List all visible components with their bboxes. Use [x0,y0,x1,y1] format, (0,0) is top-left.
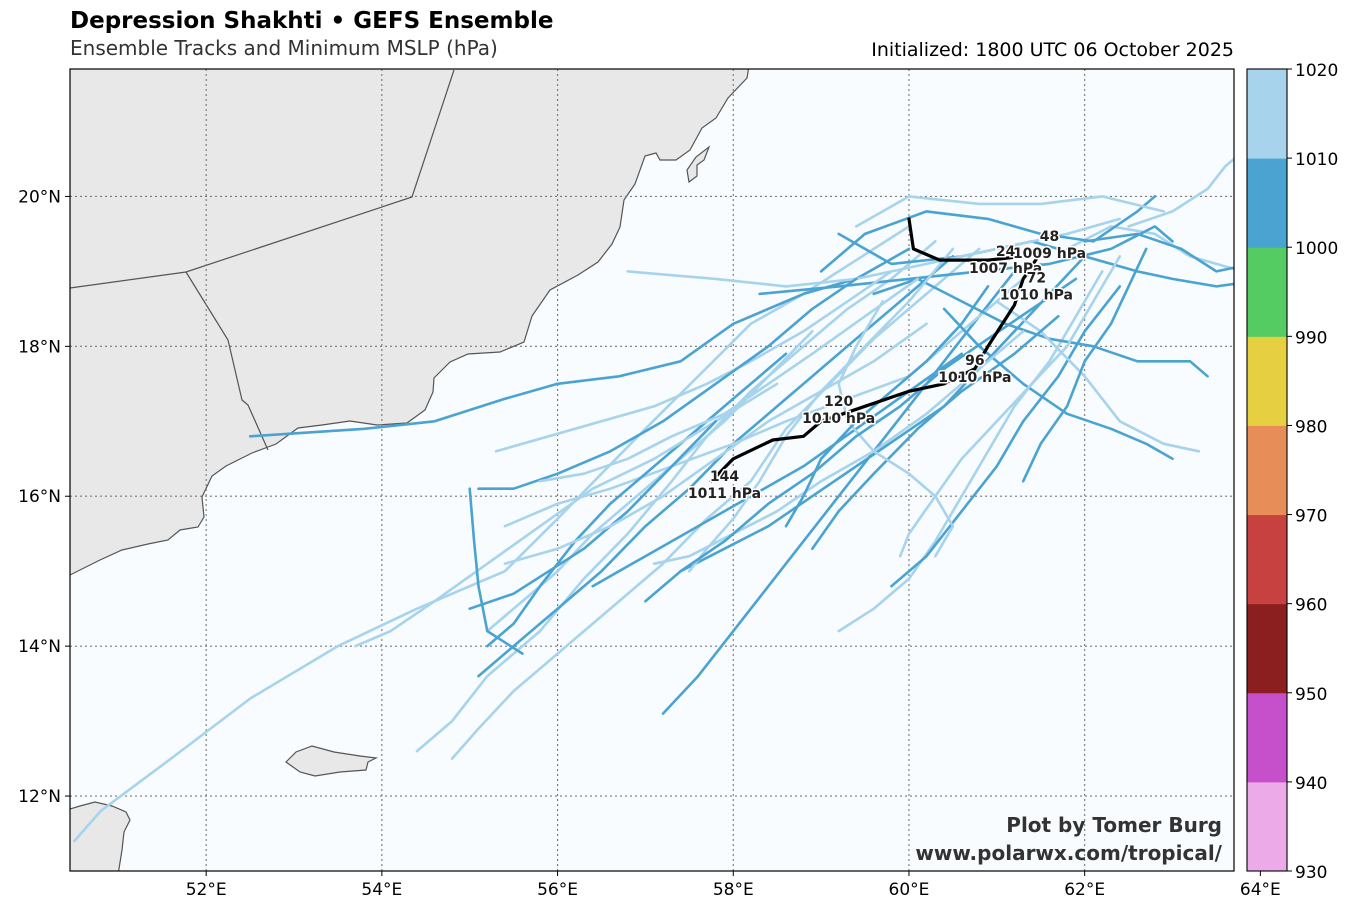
ensemble-track [854,195,1165,228]
colorbar-segment [1247,514,1287,605]
ensemble-track [485,352,788,648]
ensemble-track [477,255,955,678]
horn-of-africa [70,801,131,871]
ensemble-track [1065,225,1234,271]
ensemble-track [898,255,1122,558]
ensemble-track [679,255,1086,573]
mslp-colorbar: 930 940 950 960 970 980 990 1000 1010 1020 [1246,61,1338,883]
lat-tick-label: 16°N [18,487,61,507]
colorbar-segment [1247,425,1287,516]
ensemble-track [1083,232,1234,273]
lon-tick-label: 64°E [1240,880,1281,900]
forecast-mslp-label: 1011 hPa [688,486,761,502]
lat-tick-label: 14°N [18,637,61,657]
lon-tick-label: 52°E [186,880,227,900]
colorbar-segment [1247,781,1287,872]
ensemble-track [477,277,858,491]
arabian-peninsula [70,69,750,576]
colorbar-frame [1246,68,1288,872]
lat-tick-label: 12°N [18,787,61,807]
initialized-time: Initialized: 1800 UTC 06 October 2025 [871,39,1234,61]
chart-subtitle: Ensemble Tracks and Minimum MSLP (hPa) [70,36,498,60]
colorbar-label: 960 [1295,596,1327,616]
ensemble-track [73,225,911,843]
colorbar-label: 980 [1295,417,1327,437]
mean-track-line [709,217,1043,483]
colorbar-label: 970 [1295,507,1327,527]
ensemble-track [784,285,990,528]
colorbar-label: 930 [1295,863,1327,883]
lon-tick-label: 58°E [713,880,754,900]
colorbar-label: 990 [1295,328,1327,348]
socotra-island [285,745,379,777]
colorbar-segment [1247,69,1287,159]
forecast-mslp-label: 1010 hPa [1000,287,1073,303]
axis-ticks: 52°E 54°E 56°E 58°E 60°E 62°E 64°E 12°N 14°N 16°N… [18,187,1281,900]
ensemble-track [890,285,1122,588]
peninsula-boundary [70,69,455,451]
lon-tick-label: 56°E [537,880,578,900]
ensemble-track [503,262,1042,528]
chart-title: Depression Shakhti • GEFS Ensemble [70,8,554,34]
ensemble-track [837,270,1104,633]
colorbar-segment [1247,692,1287,783]
credit-author: Plot by Tomer Burg [1006,813,1222,837]
forecast-hour-label: 96 [965,353,984,369]
forecast-mslp-label: 1010 hPa [938,370,1011,386]
land-layer [70,69,750,871]
forecast-mslp-label: 1009 hPa [1013,246,1086,262]
colorbar-segment [1247,336,1287,426]
colorbar-label: 940 [1295,774,1327,794]
forecast-hour-label: 72 [1027,270,1046,286]
ensemble-track [538,277,920,483]
ensemble-track [819,195,1157,273]
forecast-mslp-label: 1010 hPa [802,411,875,427]
colorbar-label: 950 [1295,685,1327,705]
colorbar-segment [1247,158,1287,248]
lon-tick-label: 60°E [889,880,930,900]
ensemble-track [837,300,955,558]
ensemble-track [468,419,718,611]
forecast-hour-label: 120 [824,394,853,410]
colorbar-segment [1247,603,1287,694]
forecast-hour-label: 48 [1040,229,1059,245]
lat-tick-label: 20°N [18,187,61,207]
mean-track [709,217,1043,483]
lon-tick-label: 54°E [361,880,402,900]
ensemble-track [494,270,893,453]
map-frame [69,68,1235,872]
credit-url: www.polarwx.com/tropical/ [915,841,1222,865]
lat-tick-label: 18°N [18,337,61,357]
ensemble-track [415,240,937,753]
forecast-hour-label: 144 [710,469,739,485]
ensemble-track [1021,247,1148,483]
ensemble-track [591,352,964,588]
ensemble-tracks [73,157,1234,843]
ensemble-track [687,247,955,573]
ensemble-track [644,277,1078,603]
ensemble-track [652,329,1025,566]
masirah-island [686,145,711,184]
colorbar-label: 1020 [1295,61,1338,81]
lon-tick-label: 62°E [1064,880,1105,900]
ensemble-track [468,487,524,655]
ensemble-track [661,270,1016,715]
ensemble-track [354,382,779,648]
ensemble-track [995,300,1201,453]
gridlines [70,69,1261,871]
colorbar-label: 1010 [1295,150,1338,170]
forecast-mslp-label: 1007 hPa [969,261,1042,277]
forecast-hour-label: 24 [996,244,1016,260]
ensemble-track [485,329,814,633]
ensemble-track [758,225,1174,296]
ensemble-track [503,322,928,566]
colorbar-label: 1000 [1295,239,1338,259]
colorbar-segment [1247,247,1287,337]
ensemble-track [810,314,1060,551]
